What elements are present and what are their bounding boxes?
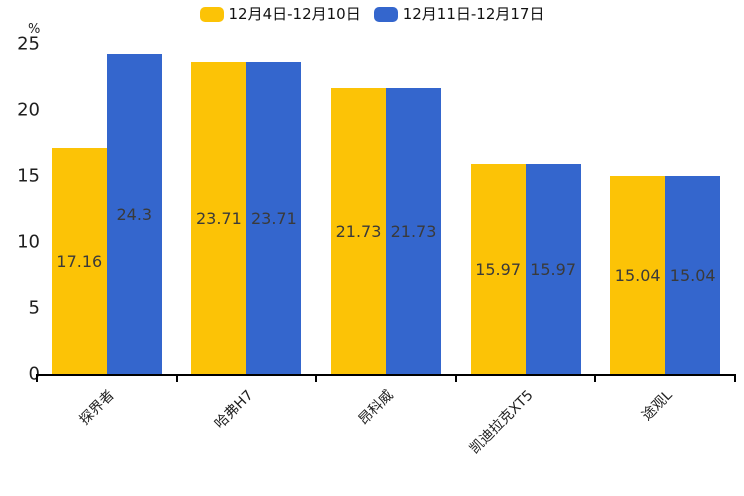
- bar: 21.73: [331, 88, 386, 375]
- x-axis-label: 凯迪拉克XT5: [466, 387, 537, 458]
- legend: 12月4日-12月10日 12月11日-12月17日: [0, 7, 744, 22]
- x-axis-line: [37, 374, 735, 376]
- bar: 15.04: [610, 176, 666, 375]
- x-axis-tick-mark: [36, 374, 38, 382]
- x-axis-tick-mark: [594, 374, 597, 382]
- bar: 23.71: [246, 62, 302, 375]
- y-axis-tick-label: 10: [17, 231, 40, 253]
- y-axis-tick-label: 0: [28, 363, 40, 385]
- x-axis-label: 探界者: [76, 387, 118, 429]
- bar: 24.3: [106, 54, 162, 375]
- legend-swatch-week1-icon: [199, 7, 224, 22]
- legend-item-week2[interactable]: 12月11日-12月17日: [373, 5, 545, 23]
- legend-swatch-week2-icon: [373, 7, 398, 22]
- bar-value-label: 15.04: [614, 265, 661, 285]
- y-axis-tick-label: 15: [17, 165, 40, 187]
- x-axis-tick-mark: [315, 374, 318, 382]
- y-axis-tick-label: 5: [28, 297, 40, 319]
- x-axis-tick-mark: [734, 374, 736, 382]
- bar-value-label: 21.73: [335, 221, 382, 241]
- bar-value-label: 21.73: [390, 221, 437, 241]
- y-axis-unit-label: %: [28, 22, 41, 37]
- bar-value-label: 24.3: [116, 204, 153, 224]
- legend-label-week2: 12月11日-12月17日: [402, 5, 545, 23]
- bar: 17.16: [51, 148, 107, 375]
- x-axis-tick-mark: [454, 374, 457, 382]
- bar-value-label: 23.71: [250, 208, 297, 228]
- bar-value-label: 15.97: [475, 259, 521, 279]
- bar: 21.73: [386, 88, 441, 375]
- y-axis-tick-label: 20: [17, 99, 40, 121]
- legend-item-week1[interactable]: 12月4日-12月10日: [199, 5, 361, 23]
- x-axis-tick-mark: [175, 374, 178, 382]
- bar: 15.04: [665, 176, 721, 375]
- bar-value-label: 17.16: [56, 251, 103, 271]
- x-axis-label: 哈弗H7: [212, 387, 257, 433]
- bar-value-label: 23.71: [195, 208, 242, 228]
- legend-label-week1: 12月4日-12月10日: [228, 5, 361, 23]
- bar: 15.97: [470, 164, 526, 375]
- bar: 15.97: [525, 164, 581, 375]
- x-axis-label: 昂科威: [355, 387, 397, 429]
- y-axis-tick-label: 25: [17, 33, 40, 55]
- bar: 23.71: [191, 62, 247, 375]
- bar-value-label: 15.04: [669, 265, 716, 285]
- x-axis-label: 途观L: [639, 387, 676, 424]
- bar-value-label: 15.97: [530, 259, 576, 279]
